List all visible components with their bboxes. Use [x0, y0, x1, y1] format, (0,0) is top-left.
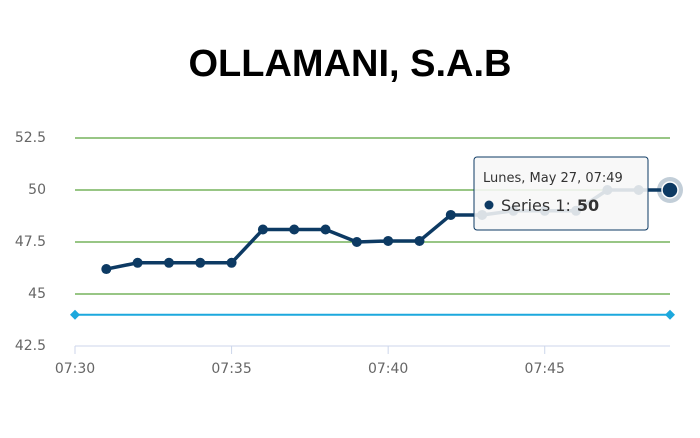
- data-point: [414, 235, 425, 246]
- x-tick-label: 07:35: [211, 361, 251, 377]
- data-point: [195, 257, 206, 268]
- data-point: [383, 235, 394, 246]
- data-point: [226, 257, 237, 268]
- data-point: [445, 209, 456, 220]
- tooltip-body: Series 1: 50: [501, 196, 599, 215]
- x-tick-label: 07:30: [55, 361, 95, 377]
- y-tick-label: 45: [28, 286, 46, 302]
- data-point: [320, 224, 331, 235]
- data-point: [289, 224, 300, 235]
- y-tick-label: 42.5: [15, 338, 46, 354]
- data-point: [351, 237, 362, 247]
- data-point: [101, 264, 112, 275]
- data-point: [132, 257, 143, 268]
- x-tick-label: 07:40: [368, 361, 408, 377]
- tooltip-marker: [484, 200, 494, 210]
- plot-line-marker: [665, 309, 675, 320]
- x-tick-label: 07:45: [525, 361, 565, 377]
- plot-line-marker: [70, 309, 80, 320]
- data-point: [257, 224, 268, 235]
- tooltip-label: Series 1:: [501, 196, 571, 215]
- data-point: [661, 181, 679, 199]
- tooltip-box: [473, 156, 649, 231]
- y-tick-label: 52.5: [15, 130, 46, 146]
- y-tick-label: 47.5: [15, 234, 46, 250]
- y-tick-label: 50: [28, 182, 46, 198]
- tooltip-value: 50: [577, 196, 599, 215]
- chart-title: OLLAMANI, S.A.B: [189, 43, 512, 85]
- data-point: [163, 257, 174, 268]
- tooltip-header: Lunes, May 27, 07:49: [483, 171, 623, 186]
